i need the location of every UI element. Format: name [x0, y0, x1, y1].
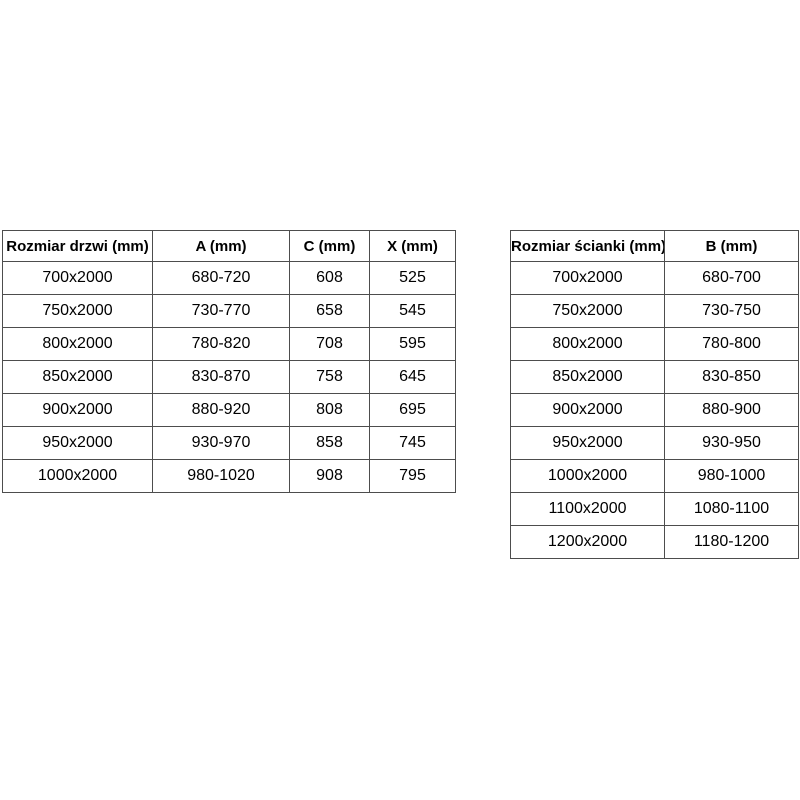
table-cell: 545	[369, 294, 456, 328]
table-row: 1100x2000 1080-1100	[510, 492, 799, 526]
table-row: 850x2000 830-850	[510, 360, 799, 394]
table-row: 850x2000 830-870 758 645	[2, 360, 456, 394]
table-row: 900x2000 880-920 808 695	[2, 393, 456, 427]
table-cell: 730-750	[664, 294, 799, 328]
header-row: Rozmiar ścianki (mm) B (mm)	[510, 230, 799, 262]
table-cell: 830-850	[664, 360, 799, 394]
table-row: 700x2000 680-720 608 525	[2, 261, 456, 295]
table-cell: 745	[369, 426, 456, 460]
table-cell: 900x2000	[2, 393, 153, 427]
table-cell: 695	[369, 393, 456, 427]
table-cell: 800x2000	[2, 327, 153, 361]
table-cell: 795	[369, 459, 456, 493]
table-row: 1000x2000 980-1020 908 795	[2, 459, 456, 493]
table-cell: 880-900	[664, 393, 799, 427]
column-header: Rozmiar drzwi (mm)	[2, 230, 153, 262]
table-cell: 980-1020	[152, 459, 290, 493]
table-cell: 680-720	[152, 261, 290, 295]
table-row: 900x2000 880-900	[510, 393, 799, 427]
table-cell: 950x2000	[2, 426, 153, 460]
table-cell: 800x2000	[510, 327, 665, 361]
table-row: 1000x2000 980-1000	[510, 459, 799, 493]
table-cell: 1180-1200	[664, 525, 799, 559]
table-cell: 1200x2000	[510, 525, 665, 559]
table-cell: 758	[289, 360, 370, 394]
door-sizes-table: Rozmiar drzwi (mm) A (mm) C (mm) X (mm) 700…	[2, 230, 456, 493]
table-cell: 658	[289, 294, 370, 328]
wall-sizes-table: Rozmiar ścianki (mm) B (mm) 700x2000 680-7…	[510, 230, 799, 559]
column-header: B (mm)	[664, 230, 799, 262]
header-row: Rozmiar drzwi (mm) A (mm) C (mm) X (mm)	[2, 230, 456, 262]
table-row: 750x2000 730-750	[510, 294, 799, 328]
table-cell: 645	[369, 360, 456, 394]
table-cell: 1000x2000	[510, 459, 665, 493]
table-cell: 680-700	[664, 261, 799, 295]
table-cell: 858	[289, 426, 370, 460]
column-header: X (mm)	[369, 230, 456, 262]
table-cell: 780-820	[152, 327, 290, 361]
column-header: A (mm)	[152, 230, 290, 262]
table-row: 750x2000 730-770 658 545	[2, 294, 456, 328]
table-cell: 930-950	[664, 426, 799, 460]
table-cell: 1100x2000	[510, 492, 665, 526]
table-cell: 780-800	[664, 327, 799, 361]
table-row: 700x2000 680-700	[510, 261, 799, 295]
table-cell: 525	[369, 261, 456, 295]
table-row: 800x2000 780-800	[510, 327, 799, 361]
table-cell: 980-1000	[664, 459, 799, 493]
table-cell: 1000x2000	[2, 459, 153, 493]
table-cell: 750x2000	[510, 294, 665, 328]
table-row: 800x2000 780-820 708 595	[2, 327, 456, 361]
table-row: 1200x2000 1180-1200	[510, 525, 799, 559]
table-cell: 830-870	[152, 360, 290, 394]
table-cell: 900x2000	[510, 393, 665, 427]
table-cell: 1080-1100	[664, 492, 799, 526]
table-row: 950x2000 930-970 858 745	[2, 426, 456, 460]
table-cell: 730-770	[152, 294, 290, 328]
table-cell: 750x2000	[2, 294, 153, 328]
table-cell: 850x2000	[510, 360, 665, 394]
column-header: Rozmiar ścianki (mm)	[510, 230, 665, 262]
table-cell: 880-920	[152, 393, 290, 427]
table-cell: 595	[369, 327, 456, 361]
column-header: C (mm)	[289, 230, 370, 262]
table-cell: 908	[289, 459, 370, 493]
table-cell: 700x2000	[510, 261, 665, 295]
table-cell: 708	[289, 327, 370, 361]
table-cell: 808	[289, 393, 370, 427]
table-cell: 930-970	[152, 426, 290, 460]
table-cell: 608	[289, 261, 370, 295]
table-cell: 950x2000	[510, 426, 665, 460]
table-cell: 700x2000	[2, 261, 153, 295]
table-cell: 850x2000	[2, 360, 153, 394]
table-row: 950x2000 930-950	[510, 426, 799, 460]
